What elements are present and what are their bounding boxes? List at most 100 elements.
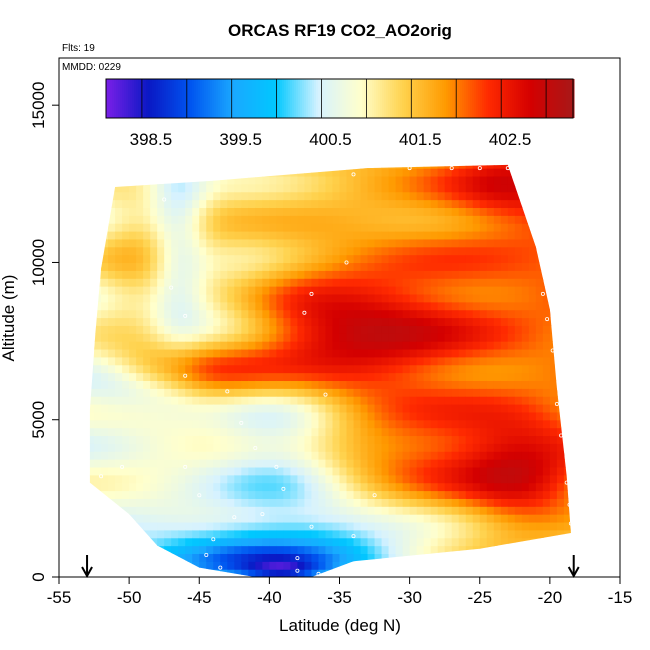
heatmap-cell (318, 537, 327, 547)
heatmap-cell (199, 435, 207, 444)
heatmap-cell (234, 293, 242, 303)
heatmap-cell (339, 175, 348, 185)
heatmap-cell (192, 270, 200, 279)
heatmap-cell (479, 569, 488, 577)
heatmap-cell (479, 537, 488, 547)
heatmap-cell (311, 246, 320, 256)
heatmap-cell (199, 175, 207, 185)
heatmap-cell (479, 270, 488, 279)
heatmap-cell (493, 333, 502, 342)
heatmap-cell (563, 364, 571, 374)
heatmap-cell (255, 341, 263, 350)
heatmap-cell (332, 521, 341, 531)
heatmap-cell (500, 293, 509, 303)
heatmap-cell (493, 443, 502, 452)
heatmap-cell (262, 545, 270, 555)
heatmap-cell (416, 498, 425, 507)
heatmap-cell (367, 183, 376, 193)
heatmap-cell (150, 301, 158, 311)
heatmap-cell (472, 514, 481, 523)
sample-point (197, 493, 202, 498)
heatmap-cell (514, 490, 523, 499)
heatmap-cell (143, 569, 151, 577)
heatmap-cell (269, 569, 277, 577)
heatmap-cell (486, 411, 495, 421)
heatmap-cell (381, 317, 390, 326)
heatmap-cell (458, 521, 467, 531)
heatmap-cell (297, 561, 306, 570)
heatmap-cell (164, 569, 172, 577)
heatmap-cell (122, 514, 130, 523)
heatmap-cell (241, 348, 249, 358)
heatmap-cell (451, 278, 460, 287)
heatmap-cell (297, 356, 306, 366)
heatmap-cell (507, 191, 516, 201)
heatmap-cell (318, 207, 327, 216)
heatmap-cell (500, 207, 509, 216)
heatmap-cell (129, 175, 137, 185)
heatmap-cell (571, 380, 579, 388)
heatmap-cell (269, 443, 277, 452)
heatmap-cell (549, 529, 558, 539)
heatmap-cell (437, 270, 446, 279)
heatmap-cell (318, 223, 327, 232)
colorbar-swatch (434, 79, 437, 118)
heatmap-cell (178, 364, 186, 374)
heatmap-cell (444, 364, 453, 374)
heatmap-cell (339, 411, 348, 421)
heatmap-cell (164, 498, 172, 507)
heatmap-cell (255, 459, 263, 468)
heatmap-cell (227, 293, 235, 303)
heatmap-cell (206, 199, 214, 209)
heatmap-cell (535, 356, 544, 366)
heatmap-cell (458, 199, 467, 209)
heatmap-cell (423, 364, 432, 374)
heatmap-cell (178, 396, 186, 405)
heatmap-cell (101, 498, 109, 507)
sample-point (351, 534, 356, 539)
heatmap-cell (451, 529, 460, 539)
heatmap-cell (430, 419, 439, 429)
heatmap-cell (353, 506, 362, 515)
heatmap-cell (262, 537, 270, 547)
heatmap-cell (556, 325, 565, 334)
heatmap-cell (451, 293, 460, 303)
colorbar-swatch (462, 79, 465, 118)
heatmap-cell (437, 561, 446, 570)
heatmap-cell (374, 278, 383, 287)
heatmap-cell (89, 317, 95, 326)
heatmap-cell (528, 466, 537, 476)
heatmap-cell (255, 545, 263, 555)
heatmap-cell (136, 325, 144, 334)
heatmap-cell (571, 207, 579, 215)
heatmap-cell (136, 474, 144, 484)
heatmap-cell (199, 348, 207, 358)
heatmap-cell (122, 380, 130, 389)
heatmap-cell (479, 215, 488, 224)
heatmap-cell (353, 404, 362, 413)
heatmap-cell (94, 231, 102, 240)
heatmap-cell (318, 254, 327, 264)
heatmap-cell (409, 451, 418, 460)
heatmap-cell (514, 309, 523, 319)
heatmap-cell (94, 466, 102, 476)
heatmap-cell (479, 231, 488, 240)
colorbar-swatch (208, 79, 211, 118)
heatmap-cell (395, 356, 404, 366)
heatmap-cell (164, 254, 172, 264)
heatmap-cell (136, 553, 144, 562)
heatmap-cell (136, 364, 144, 374)
colorbar-swatch (384, 79, 387, 118)
heatmap-cell (157, 380, 165, 389)
heatmap-cell (241, 498, 249, 507)
heatmap-cell (451, 561, 460, 570)
heatmap-cell (402, 419, 411, 429)
heatmap-cell (136, 514, 144, 523)
colorbar-swatch (196, 79, 199, 118)
heatmap (89, 164, 579, 577)
heatmap-cell (318, 168, 327, 177)
heatmap-cell (514, 270, 523, 279)
heatmap-cell (521, 262, 530, 271)
heatmap-cell (444, 482, 453, 492)
heatmap-cell (199, 199, 207, 209)
